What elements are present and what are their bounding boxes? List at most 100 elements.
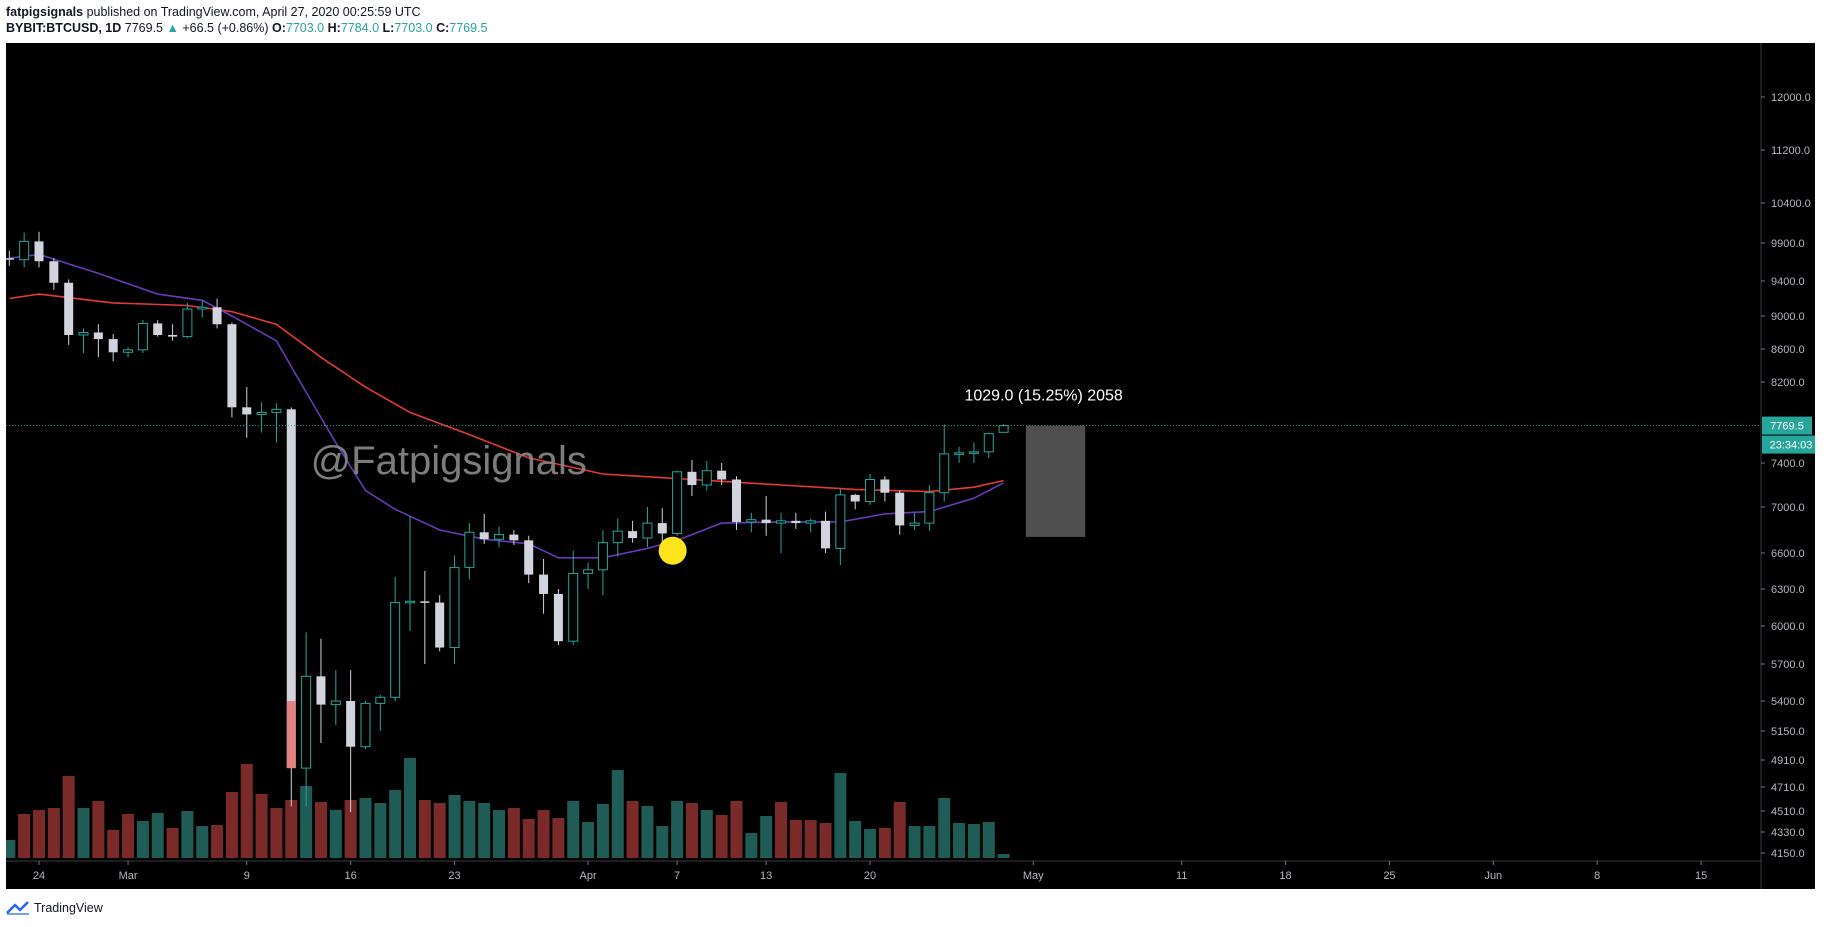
candlestick-chart[interactable]: 1029.0 (15.25%) 2058 @Fatpigsignals 12000… <box>6 43 1815 889</box>
candle <box>998 424 1009 433</box>
up-triangle-icon: ▲ <box>166 21 179 35</box>
volume-bar <box>122 814 135 858</box>
x-tick-label: Jun <box>1484 870 1502 882</box>
volume-bar <box>537 810 550 858</box>
candle-body-up <box>197 306 208 310</box>
candle <box>909 512 920 530</box>
candle <box>464 523 475 580</box>
volume-bar <box>374 803 387 858</box>
candle <box>197 300 208 318</box>
high-value: 7784.0 <box>340 21 380 35</box>
x-tick-label: 25 <box>1383 870 1395 882</box>
volume-bar <box>997 854 1010 858</box>
volume-bar <box>448 795 461 858</box>
candle-body-up <box>330 700 341 706</box>
candle-body-down <box>153 323 163 335</box>
volume-bar <box>240 764 253 858</box>
volume-bar <box>953 823 966 858</box>
symbol-line: BYBIT:BTCUSD, 1D 7769.5 ▲ +66.5 (+0.86%)… <box>6 20 1406 36</box>
published-text: published on TradingView.com, April 27, … <box>86 5 421 19</box>
candle-body-up <box>301 675 312 769</box>
x-tick-label: 15 <box>1695 870 1707 882</box>
chart-area[interactable]: 1029.0 (15.25%) 2058 @Fatpigsignals 12000… <box>6 43 1815 889</box>
candle-body-up <box>256 411 267 415</box>
x-tick-label: May <box>1023 870 1044 882</box>
price-tag <box>1762 416 1812 435</box>
candle <box>701 460 712 491</box>
y-tick-label: 4510.0 <box>1771 806 1805 818</box>
countdown-tag <box>1762 435 1815 454</box>
y-tick-label: 4150.0 <box>1771 848 1805 860</box>
footer: TradingView <box>6 898 103 918</box>
candle-body-down <box>108 339 118 353</box>
volume-bar <box>136 821 149 858</box>
candle <box>821 511 831 553</box>
candle <box>301 632 312 807</box>
candle <box>360 701 371 750</box>
x-tick-label: Apr <box>580 870 597 882</box>
volume-bar <box>33 810 45 858</box>
volume-bar <box>344 800 357 858</box>
candle-body-down <box>553 593 563 642</box>
candle <box>983 432 994 458</box>
ma-purple-line <box>9 253 1004 559</box>
close-value: 7769.5 <box>449 21 488 35</box>
candle-body-up <box>182 308 193 338</box>
volume-bar <box>329 810 342 858</box>
candle-body-down <box>479 532 489 540</box>
measure-label: 1029.0 (15.25%) 2058 <box>964 388 1122 405</box>
volume-bar <box>582 822 595 858</box>
candle <box>539 559 549 614</box>
candle-body-up <box>19 240 30 261</box>
volume-bar <box>211 825 224 858</box>
candle <box>256 402 267 433</box>
candle <box>78 328 89 354</box>
volume-bar <box>789 820 802 858</box>
candle-body-down <box>316 676 326 705</box>
volume-bar <box>567 801 580 858</box>
y-tick-label: 4330.0 <box>1771 827 1805 839</box>
volume-bar <box>300 786 313 858</box>
candle-body-down <box>346 701 356 747</box>
candle <box>761 496 771 536</box>
tradingview-logo-icon[interactable] <box>6 901 30 915</box>
x-tick-label: Mar <box>119 870 138 882</box>
author-name[interactable]: fatpigsignals <box>6 5 84 19</box>
volume-bar <box>433 803 446 858</box>
volume-bar <box>151 813 164 858</box>
x-tick-label: 11 <box>1176 870 1187 882</box>
x-tick-label: 9 <box>244 870 250 882</box>
volume-bar <box>463 801 476 858</box>
candle-body-down <box>227 324 237 408</box>
candle-body-up <box>672 471 683 534</box>
candle-body-down <box>64 282 74 335</box>
volume-bar <box>908 826 921 858</box>
candle <box>346 670 356 813</box>
candle <box>449 555 460 664</box>
candle-body-up <box>835 494 846 549</box>
candle <box>924 485 935 532</box>
volume-bar <box>745 833 758 858</box>
volume-bar <box>611 770 624 858</box>
y-tick-label: 7400.0 <box>1771 458 1805 470</box>
low-label: L: <box>382 21 395 35</box>
volume-bar <box>255 794 268 858</box>
candle <box>227 322 237 418</box>
volume-bar <box>700 810 713 858</box>
volume-bar <box>478 803 491 858</box>
candle-body-down <box>6 258 14 260</box>
candle <box>776 512 786 553</box>
footer-brand[interactable]: TradingView <box>34 901 103 915</box>
candle-body-down <box>212 307 222 325</box>
volume-bar <box>893 802 906 858</box>
candle-body-down <box>420 601 430 603</box>
volume-bar <box>938 798 951 858</box>
candle <box>553 589 563 645</box>
volume-bar <box>196 826 209 858</box>
volume-bar <box>671 801 684 858</box>
candle-body-up <box>405 600 415 604</box>
candle-body-up <box>494 534 505 540</box>
y-tick-label: 11200.0 <box>1771 145 1810 157</box>
volume-bar <box>552 818 565 858</box>
candle-body-down <box>539 574 549 594</box>
